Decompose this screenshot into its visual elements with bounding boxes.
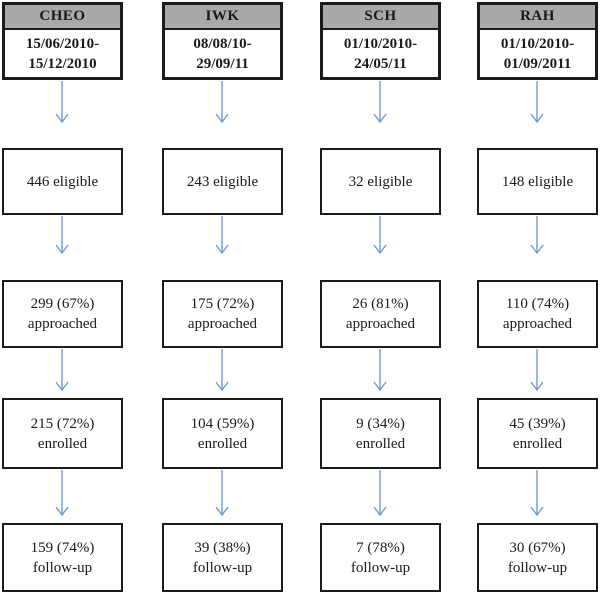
follow-up-label: follow-up bbox=[507, 559, 568, 576]
enrolled-value: 9 (34%) bbox=[356, 415, 405, 432]
follow-up-box: 39 (38%) follow-up bbox=[162, 523, 283, 592]
site-header-rah: RAH 01/10/2010- 01/09/2011 bbox=[477, 2, 598, 80]
enrolled-value: 45 (39%) bbox=[509, 415, 566, 432]
site-date-range: 08/08/10- 29/09/11 bbox=[165, 30, 280, 77]
eligible-box: 32 eligible bbox=[320, 148, 441, 215]
site-header-sch: SCH 01/10/2010- 24/05/11 bbox=[320, 2, 441, 80]
enrolled-label: enrolled bbox=[512, 435, 563, 452]
down-arrow-icon bbox=[214, 216, 230, 259]
site-title: IWK bbox=[165, 5, 280, 30]
down-arrow-icon bbox=[54, 470, 70, 521]
approached-value: 299 (67%) bbox=[30, 296, 95, 312]
down-arrow-icon bbox=[54, 349, 70, 396]
date-line-1: 01/10/2010- bbox=[500, 35, 575, 52]
date-line-1: 15/06/2010- bbox=[25, 35, 100, 52]
down-arrow-icon bbox=[529, 81, 545, 128]
down-arrow-icon bbox=[372, 81, 388, 128]
site-title: RAH bbox=[480, 5, 595, 30]
site-title: SCH bbox=[323, 5, 438, 30]
approached-box: 110 (74%) approached bbox=[477, 280, 598, 348]
eligible-text: 148 eligible bbox=[501, 173, 574, 190]
follow-up-label: follow-up bbox=[32, 559, 93, 576]
site-title: CHEO bbox=[5, 5, 120, 30]
down-arrow-icon bbox=[54, 81, 70, 128]
approached-label: approached bbox=[345, 316, 416, 332]
down-arrow-icon bbox=[529, 349, 545, 396]
site-date-range: 01/10/2010- 24/05/11 bbox=[323, 30, 438, 77]
down-arrow-icon bbox=[529, 216, 545, 259]
enrolled-value: 215 (72%) bbox=[30, 415, 95, 432]
down-arrow-icon bbox=[372, 216, 388, 259]
eligible-text: 243 eligible bbox=[186, 173, 259, 190]
down-arrow-icon bbox=[372, 349, 388, 396]
eligible-text: 446 eligible bbox=[26, 173, 99, 190]
eligible-text: 32 eligible bbox=[348, 173, 413, 190]
site-header-cheo: CHEO 15/06/2010- 15/12/2010 bbox=[2, 2, 123, 80]
eligible-box: 148 eligible bbox=[477, 148, 598, 215]
follow-up-value: 30 (67%) bbox=[509, 539, 566, 556]
enrolled-box: 215 (72%) enrolled bbox=[2, 398, 123, 469]
down-arrow-icon bbox=[214, 349, 230, 396]
date-line-2: 15/12/2010 bbox=[28, 55, 97, 72]
approached-box: 299 (67%) approached bbox=[2, 280, 123, 348]
follow-up-value: 7 (78%) bbox=[356, 539, 405, 556]
site-date-range: 15/06/2010- 15/12/2010 bbox=[5, 30, 120, 77]
follow-up-box: 7 (78%) follow-up bbox=[320, 523, 441, 592]
approached-label: approached bbox=[187, 316, 258, 332]
follow-up-box: 30 (67%) follow-up bbox=[477, 523, 598, 592]
enrolled-label: enrolled bbox=[197, 435, 248, 452]
date-line-2: 24/05/11 bbox=[354, 55, 407, 72]
approached-value: 110 (74%) bbox=[505, 296, 570, 312]
site-header-iwk: IWK 08/08/10- 29/09/11 bbox=[162, 2, 283, 80]
approached-box: 175 (72%) approached bbox=[162, 280, 283, 348]
follow-up-label: follow-up bbox=[350, 559, 411, 576]
enrolled-label: enrolled bbox=[355, 435, 406, 452]
enrolled-label: enrolled bbox=[37, 435, 88, 452]
approached-box: 26 (81%) approached bbox=[320, 280, 441, 348]
down-arrow-icon bbox=[372, 470, 388, 521]
date-line-1: 08/08/10- bbox=[193, 35, 252, 52]
follow-up-box: 159 (74%) follow-up bbox=[2, 523, 123, 592]
eligible-box: 446 eligible bbox=[2, 148, 123, 215]
date-line-2: 29/09/11 bbox=[196, 55, 249, 72]
follow-up-value: 39 (38%) bbox=[194, 539, 251, 556]
enrolled-value: 104 (59%) bbox=[190, 415, 255, 432]
eligible-box: 243 eligible bbox=[162, 148, 283, 215]
follow-up-label: follow-up bbox=[192, 559, 253, 576]
down-arrow-icon bbox=[529, 470, 545, 521]
enrolled-box: 45 (39%) enrolled bbox=[477, 398, 598, 469]
approached-label: approached bbox=[502, 316, 573, 332]
date-line-2: 01/09/2011 bbox=[503, 55, 572, 72]
enrolled-box: 9 (34%) enrolled bbox=[320, 398, 441, 469]
follow-up-value: 159 (74%) bbox=[30, 539, 95, 556]
approached-value: 175 (72%) bbox=[190, 296, 255, 312]
approached-value: 26 (81%) bbox=[352, 296, 409, 312]
approached-label: approached bbox=[27, 316, 98, 332]
site-date-range: 01/10/2010- 01/09/2011 bbox=[480, 30, 595, 77]
down-arrow-icon bbox=[54, 216, 70, 259]
date-line-1: 01/10/2010- bbox=[343, 35, 418, 52]
enrolled-box: 104 (59%) enrolled bbox=[162, 398, 283, 469]
down-arrow-icon bbox=[214, 81, 230, 128]
down-arrow-icon bbox=[214, 470, 230, 521]
